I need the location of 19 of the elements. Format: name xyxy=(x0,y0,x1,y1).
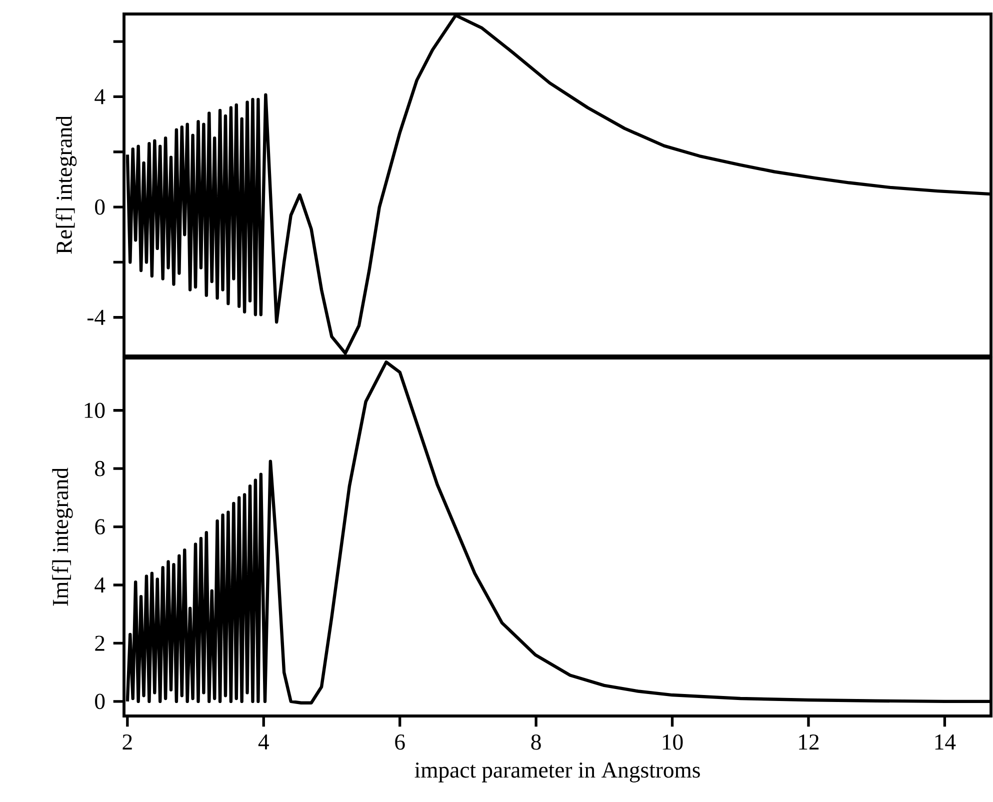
y-tick-label: 4 xyxy=(94,89,106,104)
x-tick-label: 8 xyxy=(531,734,541,750)
y-tick-label: 0 xyxy=(95,199,105,215)
y-tick-label: 4 xyxy=(94,578,106,592)
y-tick-label: 6 xyxy=(95,519,105,534)
y-axis-title: Im[f] integrand xyxy=(52,468,73,606)
x-tick-label: 2 xyxy=(122,734,132,750)
y-tick-label: -4 xyxy=(87,310,106,325)
x-axis-title: impact parameter in Angstroms xyxy=(414,762,700,782)
y-tick-label: 2 xyxy=(95,636,104,651)
y-tick-label: 10 xyxy=(84,402,105,418)
x-tick-label: 4 xyxy=(258,734,269,750)
x-tick-label: 12 xyxy=(799,734,819,750)
x-tick-label: 14 xyxy=(935,734,956,750)
y-tick-label: 0 xyxy=(95,694,105,710)
x-tick-label: 10 xyxy=(662,734,683,750)
x-tick-label: 6 xyxy=(395,734,405,750)
y-tick-label: 8 xyxy=(95,460,105,476)
y-axis-title: Re[f] integrand xyxy=(56,116,77,254)
